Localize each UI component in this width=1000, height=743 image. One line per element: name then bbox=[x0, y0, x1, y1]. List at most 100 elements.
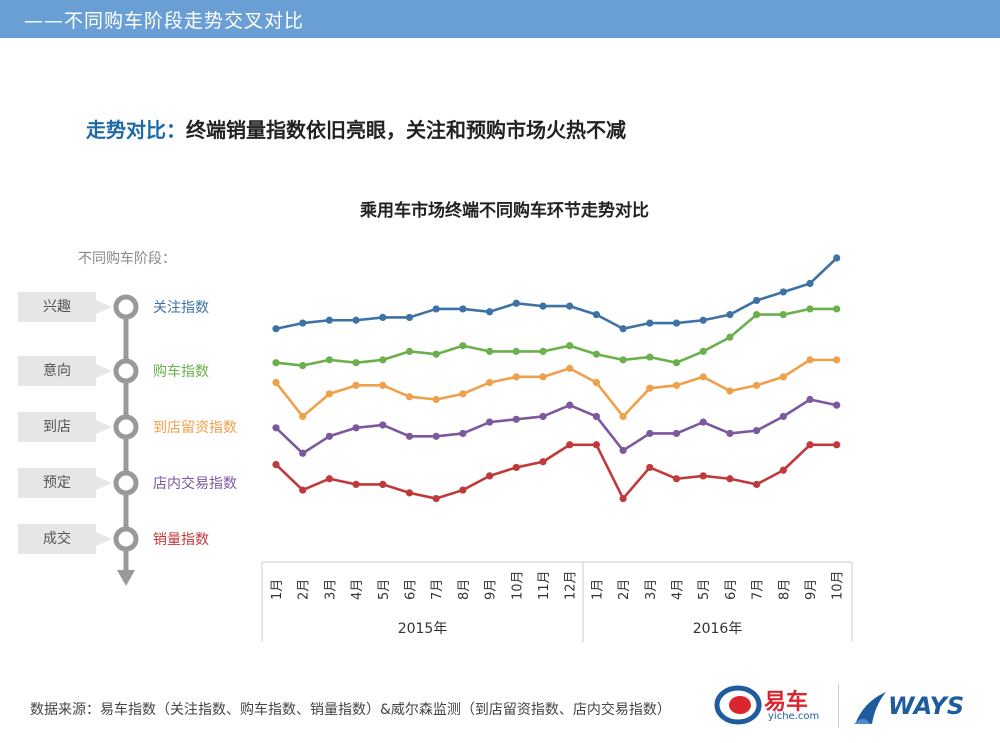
x-tick-label: 9月 bbox=[484, 579, 499, 600]
data-point bbox=[592, 350, 601, 358]
data-point bbox=[432, 432, 440, 440]
data-point bbox=[512, 347, 520, 355]
data-point bbox=[806, 356, 814, 364]
data-point bbox=[726, 387, 734, 395]
stage-box: 意向 bbox=[18, 356, 112, 386]
headline-text: 终端销量指数依旧亮眼，关注和预购市场火热不减 bbox=[186, 118, 626, 142]
stage-box: 成交 bbox=[18, 524, 112, 554]
data-point bbox=[592, 441, 601, 449]
data-point bbox=[539, 412, 547, 421]
data-point bbox=[272, 424, 280, 432]
series-line bbox=[275, 398, 837, 455]
data-point bbox=[352, 480, 360, 488]
data-point bbox=[779, 288, 787, 296]
data-point bbox=[672, 359, 681, 367]
x-tick-label: 3月 bbox=[323, 579, 338, 600]
data-point bbox=[379, 313, 387, 322]
data-point bbox=[272, 378, 280, 387]
data-point bbox=[325, 356, 333, 364]
data-point bbox=[646, 353, 654, 361]
data-point bbox=[486, 472, 494, 480]
data-point bbox=[405, 347, 414, 355]
stage-arrow-icon bbox=[117, 570, 135, 586]
data-point bbox=[405, 313, 414, 322]
data-point bbox=[299, 361, 307, 370]
data-point bbox=[646, 429, 654, 438]
data-point bbox=[779, 373, 787, 381]
data-point bbox=[299, 486, 307, 494]
data-point bbox=[672, 475, 681, 483]
year-label: 2016年 bbox=[693, 621, 743, 637]
data-point bbox=[566, 441, 574, 449]
data-point bbox=[325, 432, 333, 440]
x-tick-label: 11月 bbox=[537, 570, 552, 600]
ways-name: WAYS bbox=[888, 692, 965, 720]
data-point bbox=[566, 342, 574, 350]
data-point bbox=[753, 296, 761, 305]
x-tick-label: 2月 bbox=[297, 579, 312, 600]
stage-box: 到店 bbox=[18, 412, 112, 442]
data-point bbox=[753, 427, 761, 435]
data-point bbox=[753, 381, 761, 389]
data-point bbox=[539, 302, 547, 310]
data-point bbox=[459, 486, 467, 494]
data-point bbox=[833, 305, 841, 313]
x-tick-label: 8月 bbox=[457, 579, 472, 600]
data-point bbox=[325, 475, 333, 483]
data-point bbox=[566, 364, 574, 372]
chart-title: 乘用车市场终端不同购车环节走势对比 bbox=[360, 201, 649, 221]
data-point bbox=[806, 305, 814, 313]
data-point bbox=[325, 316, 333, 324]
data-point bbox=[432, 350, 440, 358]
data-point bbox=[699, 373, 707, 381]
data-point bbox=[646, 319, 654, 327]
data-point bbox=[512, 463, 520, 472]
data-point bbox=[592, 412, 601, 421]
x-tick-label: 3月 bbox=[644, 579, 659, 600]
x-tick-label: 5月 bbox=[697, 579, 712, 600]
data-point bbox=[486, 308, 494, 316]
data-point bbox=[619, 446, 627, 455]
legend-item: 销量指数 bbox=[153, 532, 209, 548]
stage-ring-icon bbox=[113, 470, 139, 496]
data-point bbox=[352, 424, 360, 432]
ways-logo: WAYS bbox=[852, 688, 982, 728]
data-point bbox=[646, 384, 654, 392]
data-point bbox=[699, 472, 707, 480]
data-point bbox=[539, 373, 547, 381]
data-point bbox=[779, 412, 787, 421]
data-point bbox=[299, 449, 307, 457]
data-point bbox=[379, 356, 387, 364]
yiche-emblem-icon bbox=[714, 685, 762, 725]
x-tick-label: 1月 bbox=[270, 579, 285, 600]
x-tick-label: 8月 bbox=[777, 579, 792, 600]
x-tick-label: 5月 bbox=[377, 579, 392, 600]
data-point bbox=[592, 378, 601, 387]
data-point bbox=[833, 401, 841, 409]
data-point bbox=[753, 480, 761, 488]
stage-ring-icon bbox=[113, 526, 139, 552]
data-point bbox=[619, 325, 627, 333]
data-point bbox=[379, 421, 387, 429]
x-tick-label: 10月 bbox=[510, 570, 525, 600]
x-tick-label: 1月 bbox=[590, 579, 605, 600]
data-point bbox=[779, 466, 787, 474]
yiche-name: 易车 bbox=[764, 690, 809, 715]
headline: 走势对比：终端销量指数依旧亮眼，关注和预购市场火热不减 bbox=[86, 114, 626, 143]
data-point bbox=[726, 475, 734, 483]
data-point bbox=[272, 460, 280, 469]
stage-box: 兴趣 bbox=[18, 292, 112, 322]
section-title: ——不同购车阶段走势交叉对比 bbox=[24, 10, 305, 32]
data-point bbox=[539, 458, 547, 466]
legend-item: 到店留资指数 bbox=[153, 420, 237, 436]
series-line bbox=[274, 358, 837, 418]
data-point bbox=[486, 347, 494, 355]
x-tick-label: 2月 bbox=[617, 579, 632, 600]
data-point bbox=[432, 305, 440, 313]
data-point bbox=[299, 412, 307, 421]
data-point bbox=[779, 311, 787, 319]
series-line bbox=[275, 257, 838, 331]
data-point bbox=[272, 359, 280, 367]
logo-divider bbox=[838, 684, 839, 728]
